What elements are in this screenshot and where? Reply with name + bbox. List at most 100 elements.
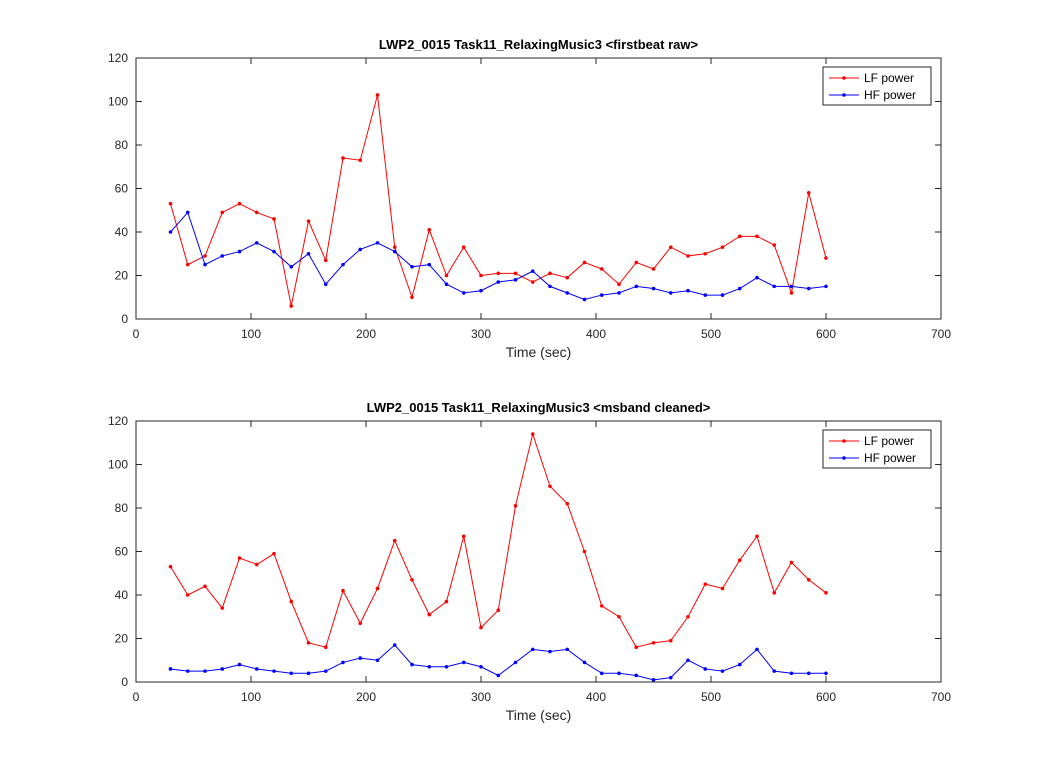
data-point-hf	[772, 284, 777, 289]
data-point-hf	[599, 293, 604, 297]
axes-frame	[135, 420, 942, 683]
data-point-lf	[375, 586, 380, 591]
data-point-hf	[444, 282, 449, 287]
data-point-lf	[341, 156, 345, 160]
data-point-lf	[479, 273, 483, 278]
data-point-lf	[806, 577, 811, 582]
data-point-hf	[358, 656, 363, 660]
data-point-hf	[479, 664, 483, 669]
data-point-hf	[824, 284, 828, 289]
data-point-lf	[772, 243, 777, 247]
data-point-lf	[289, 599, 294, 604]
data-point-lf	[427, 612, 432, 617]
y-tick-label: 100	[108, 95, 128, 109]
data-point-hf	[720, 293, 725, 297]
data-point-lf	[565, 275, 570, 280]
plot-area	[136, 421, 941, 682]
legend-marker-lf	[842, 439, 846, 443]
data-point-hf	[565, 647, 570, 652]
data-point-hf	[323, 282, 328, 287]
data-point-hf	[168, 667, 173, 671]
data-point-lf	[548, 271, 552, 276]
x-tick-label: 400	[586, 690, 606, 704]
x-tick-label: 0	[133, 327, 140, 341]
data-point-hf	[772, 669, 777, 673]
data-point-lf	[410, 295, 414, 300]
data-point-lf	[686, 614, 690, 619]
data-point-hf	[392, 249, 397, 254]
data-point-hf	[254, 241, 259, 245]
data-point-lf	[513, 504, 518, 508]
x-tick-label: 300	[471, 690, 491, 704]
legend-marker-lf	[842, 76, 846, 80]
data-point-lf	[410, 577, 414, 582]
data-point-hf	[237, 662, 242, 667]
chart-title: LWP2_0015 Task11_RelaxingMusic3 <firstbe…	[379, 37, 699, 52]
data-point-hf	[306, 251, 311, 256]
data-point-lf	[703, 251, 708, 256]
legend-label-hf: HF power	[864, 451, 916, 465]
axes-frame	[135, 57, 942, 320]
data-point-lf	[185, 593, 190, 597]
data-point-hf	[323, 669, 328, 673]
data-point-hf	[272, 669, 276, 673]
data-point-hf	[617, 291, 621, 295]
data-point-hf	[410, 265, 414, 269]
x-tick-label: 400	[586, 327, 606, 341]
data-point-lf	[582, 549, 587, 554]
data-point-lf	[323, 645, 328, 649]
data-point-lf	[479, 625, 483, 630]
data-point-hf	[824, 671, 828, 676]
chart-title: LWP2_0015 Task11_RelaxingMusic3 <msband …	[367, 400, 711, 415]
data-point-lf	[772, 591, 777, 595]
data-point-lf	[185, 262, 190, 267]
data-point-hf	[427, 262, 432, 267]
data-point-lf	[737, 558, 742, 562]
data-point-lf	[358, 158, 363, 163]
bottom-plot-msband-cleaned: 0 100 200 300 400 500 600 700 0 20 40 60 80 100 120 LWP…	[108, 400, 951, 723]
x-tick-label: 200	[356, 327, 376, 341]
data-point-lf	[203, 584, 207, 589]
data-point-lf	[168, 201, 173, 206]
data-point-hf	[806, 671, 811, 676]
data-point-lf	[254, 210, 259, 215]
data-point-lf	[272, 217, 276, 221]
data-point-lf	[755, 534, 759, 539]
data-point-lf	[686, 254, 690, 258]
data-point-hf	[444, 664, 449, 669]
top-plot-firstbeat-raw: 0 100 200 300 400 500 600 700 0 20 40 60 80 100 120 LWP…	[108, 37, 951, 360]
data-point-lf	[789, 291, 794, 295]
data-point-hf	[203, 669, 207, 673]
data-point-lf	[824, 591, 828, 595]
data-point-hf	[203, 262, 207, 267]
data-point-hf	[375, 241, 380, 245]
data-point-lf	[289, 304, 294, 308]
y-tick-label: 40	[115, 225, 129, 239]
data-point-hf	[289, 265, 294, 269]
data-point-lf	[220, 210, 225, 215]
data-point-hf	[306, 671, 311, 676]
data-point-lf	[668, 638, 673, 643]
y-tick-label: 120	[108, 414, 128, 428]
data-point-lf	[272, 551, 276, 556]
data-point-hf	[289, 671, 294, 676]
data-point-lf	[358, 621, 363, 626]
legend-box	[822, 66, 932, 106]
data-point-lf	[461, 534, 466, 539]
data-point-hf	[341, 660, 345, 665]
data-point-lf	[444, 273, 449, 278]
data-point-lf	[496, 271, 501, 276]
data-point-hf	[720, 669, 725, 673]
x-tick-label: 300	[471, 327, 491, 341]
y-tick-label: 60	[115, 182, 129, 196]
data-point-lf	[703, 582, 708, 586]
data-point-hf	[599, 671, 604, 676]
data-point-hf	[737, 662, 742, 667]
y-tick-label: 0	[121, 675, 128, 689]
data-point-lf	[237, 201, 242, 206]
data-point-lf	[824, 256, 828, 260]
data-point-hf	[634, 284, 639, 289]
data-point-hf	[254, 667, 259, 671]
data-point-lf	[444, 599, 449, 604]
